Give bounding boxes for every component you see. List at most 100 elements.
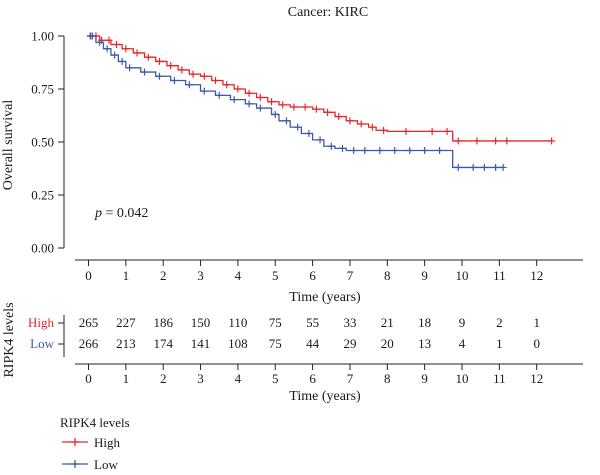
risk-cell-high: 1 <box>533 315 540 330</box>
legend-item-low: Low <box>62 457 118 472</box>
censor-mark-high <box>211 77 219 85</box>
risk-cell-high: 150 <box>191 315 211 330</box>
risk-x-tick-label: 10 <box>456 371 469 386</box>
censor-mark-high <box>443 127 451 135</box>
risk-x-tick-label: 5 <box>272 371 279 386</box>
risk-x-tick-label: 4 <box>235 371 242 386</box>
survival-curve-high <box>88 35 552 142</box>
risk-cell-high: 186 <box>153 315 173 330</box>
censor-mark-low <box>327 142 335 150</box>
chart-title: Cancer: KIRC <box>288 5 368 20</box>
risk-cell-low: 75 <box>269 336 282 351</box>
x-tick-label: 7 <box>347 268 354 283</box>
censor-mark-low <box>361 146 369 154</box>
risk-x-tick-label: 8 <box>384 371 391 386</box>
censor-mark-high <box>167 62 175 70</box>
censor-mark-low <box>185 81 193 89</box>
p-value-annotation: p = 0.042 <box>94 206 148 221</box>
risk-table-x-ticks: 0 1 2 3 4 5 6 7 8 9 10 11 12 <box>85 364 543 386</box>
censor-mark-high <box>155 57 163 65</box>
censor-mark-high <box>368 123 376 131</box>
risk-cell-high: 33 <box>343 315 356 330</box>
y-tick-label: 1.00 <box>31 29 54 44</box>
x-tick-label: 3 <box>197 268 204 283</box>
censor-mark-low <box>499 163 507 171</box>
survival-curves <box>88 35 552 169</box>
risk-cell-low: 108 <box>228 336 248 351</box>
censor-mark-high <box>268 98 276 106</box>
legend-items: High Low <box>62 435 121 472</box>
censor-mark-high <box>189 70 197 78</box>
x-tick-label: 11 <box>493 268 506 283</box>
censor-mark-low <box>406 146 414 154</box>
censor-mark-high <box>346 117 354 125</box>
x-tick-label: 1 <box>123 268 130 283</box>
risk-cell-low: 29 <box>343 336 356 351</box>
censor-mark-high <box>113 40 121 48</box>
risk-cell-high: 2 <box>496 315 503 330</box>
risk-x-tick-label: 2 <box>160 371 167 386</box>
x-ticks: 0 1 2 3 4 5 6 7 8 9 10 11 12 <box>85 260 543 283</box>
risk-cell-high: 21 <box>381 315 394 330</box>
censor-mark-high <box>279 101 287 109</box>
censor-mark-low <box>316 136 324 144</box>
risk-row-label-low: Low <box>30 336 54 351</box>
censor-mark-low <box>480 163 488 171</box>
censor-mark-low <box>376 146 384 154</box>
censor-mark-high <box>357 120 365 128</box>
censor-mark-high <box>454 137 462 145</box>
censor-mark-high <box>245 89 253 97</box>
censor-mark-low <box>103 45 111 53</box>
censor-mark-high <box>122 45 130 53</box>
censor-mark-low <box>230 96 238 104</box>
censor-mark-high <box>428 127 436 135</box>
legend-title: RIPK4 levels <box>60 415 130 430</box>
legend-item-high: High <box>62 435 121 450</box>
risk-cell-low: 141 <box>191 336 211 351</box>
risk-cell-low: 213 <box>116 336 136 351</box>
censor-mark-low <box>469 163 477 171</box>
censor-mark-high <box>223 81 231 89</box>
censor-mark-high <box>335 113 343 121</box>
risk-cell-low: 1 <box>496 336 503 351</box>
risk-x-tick-label: 9 <box>421 371 428 386</box>
censor-mark-high <box>256 93 264 101</box>
y-ticks: 0.00 0.25 0.50 0.75 1.00 <box>31 29 64 256</box>
censor-mark-low <box>118 57 126 65</box>
p-value-symbol: p <box>94 206 102 221</box>
risk-x-tick-label: 7 <box>347 371 354 386</box>
censor-mark-high <box>290 103 298 111</box>
x-tick-label: 8 <box>384 268 391 283</box>
x-tick-label: 0 <box>85 268 92 283</box>
risk-cell-low: 4 <box>459 336 466 351</box>
survival-plot: 0.000.250.500.751.00 0 1 2 3 4 5 6 7 8 9 10 11 12 Ov… <box>1 29 583 305</box>
x-tick-label: 2 <box>160 268 167 283</box>
censor-mark-high <box>492 137 500 145</box>
risk-cell-low: 0 <box>533 336 540 351</box>
x-axis-title: Time (years) <box>289 290 361 305</box>
survival-curve-low <box>88 35 504 169</box>
censor-mark-high <box>402 127 410 135</box>
legend: RIPK4 levels High Low <box>60 415 130 472</box>
risk-cell-high: 55 <box>306 315 319 330</box>
censor-mark-high <box>105 36 113 44</box>
censor-mark-high <box>144 53 152 61</box>
censor-mark-high <box>178 66 186 74</box>
censor-mark-low <box>141 68 149 76</box>
y-tick-label: 0.25 <box>31 188 54 203</box>
risk-x-tick-label: 3 <box>197 371 204 386</box>
risk-cell-high: 18 <box>418 315 431 330</box>
y-tick-label: 0.50 <box>31 135 54 150</box>
censor-mark-low <box>215 91 223 99</box>
censor-mark-low <box>256 104 264 112</box>
censor-mark-high <box>234 85 242 93</box>
censor-mark-low <box>305 130 313 138</box>
risk-table-row-labels: High Low <box>28 315 64 351</box>
censor-mark-high <box>312 105 320 113</box>
censor-mark-high <box>380 126 388 134</box>
risk-table-x-title: Time (years) <box>289 389 361 404</box>
risk-cell-low: 13 <box>418 336 431 351</box>
